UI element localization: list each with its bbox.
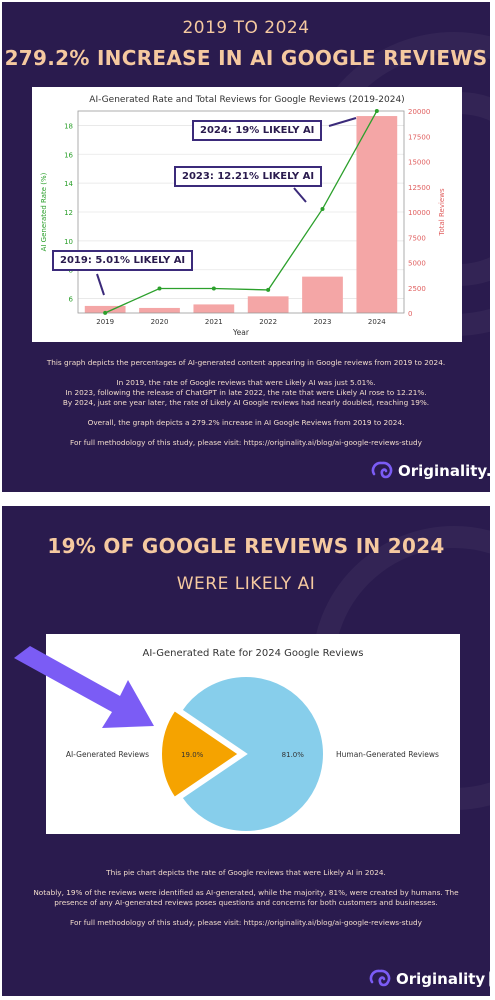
line-point-ai-rate bbox=[266, 287, 271, 292]
bar-total-reviews bbox=[84, 305, 126, 313]
y-right-tick-label: 2500 bbox=[408, 285, 426, 293]
bar-total-reviews bbox=[247, 296, 289, 313]
description-line bbox=[20, 878, 472, 888]
callout-arrow-2019 bbox=[96, 273, 105, 296]
line-point-ai-rate bbox=[320, 206, 325, 211]
description-line bbox=[20, 368, 472, 378]
panel1-description: This graph depicts the percentages of AI… bbox=[20, 358, 472, 448]
line-point-ai-rate bbox=[374, 109, 379, 113]
y-right-tick-label: 5000 bbox=[408, 260, 426, 268]
brand-logo: Originality.ai bbox=[370, 460, 490, 482]
callout-2024: 2024: 19% LIKELY AI bbox=[192, 120, 323, 141]
panel2-subheading: WERE LIKELY AI bbox=[176, 574, 316, 594]
panel-pie-infographic: 19% OF GOOGLE REVIEWS IN 2024 WERE LIKEL… bbox=[2, 506, 490, 996]
y-left-tick-label: 12 bbox=[64, 209, 73, 217]
panel1-subheading: 2019 TO 2024 bbox=[182, 18, 310, 38]
callout-arrows bbox=[96, 117, 357, 296]
chart-title: AI-Generated Rate and Total Reviews for … bbox=[89, 95, 404, 105]
description-line: For full methodology of this study, plea… bbox=[70, 438, 422, 447]
pie-slice-human bbox=[180, 675, 325, 833]
brand-logo: Originality bbox=[368, 968, 490, 990]
description-line bbox=[20, 408, 472, 418]
pie-slice-label: Human-Generated Reviews bbox=[336, 750, 439, 759]
panel2-heading: 19% OF GOOGLE REVIEWS IN 2024 bbox=[47, 534, 445, 558]
description-line: This graph depicts the percentages of AI… bbox=[46, 358, 446, 367]
panel2-description: This pie chart depicts the rate of Googl… bbox=[20, 868, 472, 928]
y-left-tick-label: 18 bbox=[64, 122, 73, 130]
line-point-ai-rate bbox=[211, 286, 216, 291]
brand-name: Originality.ai bbox=[398, 462, 490, 480]
y-right-tick-label: 12500 bbox=[408, 184, 430, 192]
arrow-icon bbox=[14, 646, 154, 728]
brain-icon bbox=[369, 969, 391, 987]
callout-2019: 2019: 5.01% LIKELY AI bbox=[52, 250, 194, 271]
pie-title: AI-Generated Rate for 2024 Google Review… bbox=[143, 648, 364, 659]
x-tick-label: 2019 bbox=[96, 318, 114, 326]
x-tick-label: 2020 bbox=[151, 318, 169, 326]
callout-arrow-2023 bbox=[293, 187, 307, 203]
callout-2023: 2023: 12.21% LIKELY AI bbox=[174, 166, 323, 187]
panel-line-bar-infographic: 2019 TO 2024 279.2% INCREASE IN AI GOOGL… bbox=[2, 2, 490, 492]
line-point-ai-rate bbox=[157, 286, 162, 291]
description-line: By 2024, just one year later, the rate o… bbox=[62, 398, 430, 407]
combo-chart: AI-Generated Rate and Total Reviews for … bbox=[40, 95, 446, 337]
y-left-tick-label: 10 bbox=[64, 238, 73, 246]
description-line: This pie chart depicts the rate of Googl… bbox=[106, 868, 386, 877]
brain-icon bbox=[371, 461, 393, 479]
line-point-ai-rate bbox=[103, 310, 108, 315]
y-left-tick-label: 14 bbox=[64, 180, 73, 188]
y-left-tick-label: 16 bbox=[64, 151, 73, 159]
bar-total-reviews bbox=[302, 276, 343, 313]
y-right-axis-label: Total Reviews bbox=[438, 188, 446, 237]
pie-pct-label: 81.0% bbox=[282, 751, 305, 759]
pie-slice-ai bbox=[160, 708, 241, 800]
bar-total-reviews bbox=[356, 116, 398, 313]
download-arrow-icon bbox=[489, 971, 490, 987]
description-line: In 2019, the rate of Google reviews that… bbox=[116, 378, 376, 387]
combo-chart-container: AI-Generated Rate and Total Reviews for … bbox=[32, 87, 462, 342]
line-ai-rate bbox=[104, 110, 378, 314]
description-line: Notably, 19% of the reviews were identif… bbox=[33, 888, 459, 907]
y-left-tick-label: 6 bbox=[69, 296, 74, 304]
pie-chart: AI-Generated Rate for 2024 Google Review… bbox=[66, 648, 439, 833]
bar-total-reviews bbox=[193, 304, 235, 313]
pie-chart-container: AI-Generated Rate for 2024 Google Review… bbox=[46, 634, 460, 834]
plot-frame bbox=[77, 110, 405, 314]
pie-slice-label: AI-Generated Reviews bbox=[66, 750, 149, 759]
brand-name: Originality bbox=[396, 970, 486, 988]
x-tick-label: 2024 bbox=[368, 318, 386, 326]
description-line bbox=[20, 908, 472, 918]
y-right-tick-label: 20000 bbox=[408, 108, 430, 116]
download-icon[interactable] bbox=[489, 971, 490, 987]
pie-pct-label: 19.0% bbox=[181, 751, 204, 759]
x-tick-label: 2023 bbox=[314, 318, 332, 326]
callout-arrow-2024 bbox=[328, 117, 357, 127]
y-right-tick-label: 17500 bbox=[408, 133, 430, 141]
x-tick-label: 2022 bbox=[259, 318, 277, 326]
description-line: Overall, the graph depicts a 279.2% incr… bbox=[87, 418, 405, 427]
bar-total-reviews bbox=[139, 307, 180, 313]
y-left-axis-label: AI Generated Rate (%) bbox=[40, 172, 48, 251]
x-axis-label: Year bbox=[232, 328, 250, 337]
description-line: For full methodology of this study, plea… bbox=[70, 918, 422, 927]
x-tick-label: 2021 bbox=[205, 318, 223, 326]
y-right-tick-label: 15000 bbox=[408, 159, 430, 167]
y-right-tick-label: 7500 bbox=[408, 234, 426, 242]
pointer-arrow bbox=[14, 646, 154, 728]
y-right-tick-label: 0 bbox=[408, 310, 412, 318]
panel1-heading: 279.2% INCREASE IN AI GOOGLE REVIEWS bbox=[4, 46, 488, 70]
description-line bbox=[20, 428, 472, 438]
y-right-tick-label: 10000 bbox=[408, 209, 430, 217]
description-line: In 2023, following the release of ChatGP… bbox=[65, 388, 427, 397]
